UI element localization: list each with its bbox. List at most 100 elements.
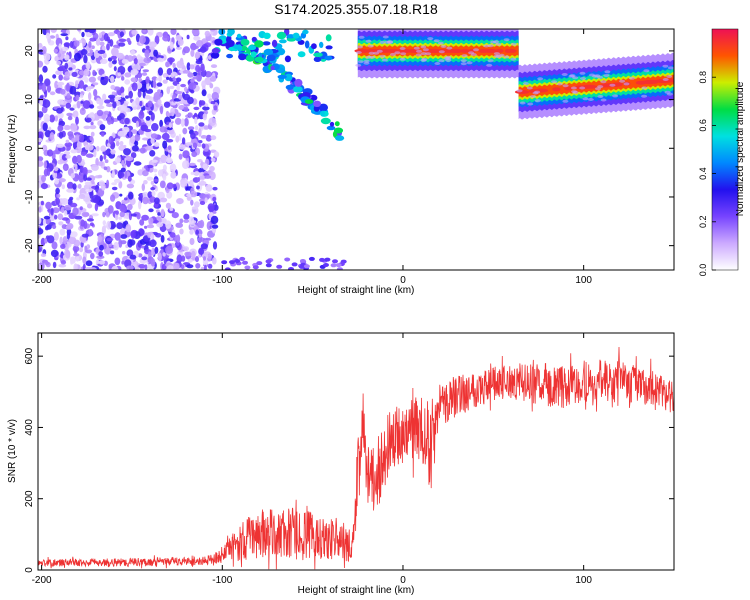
heatmap-cell [150,233,155,240]
heatmap-cell [106,103,114,108]
heatmap-cell [394,51,401,55]
heatmap-cell [110,84,116,90]
heatmap-cell [202,106,210,111]
snr-x-axis-label: Height of straight line (km) [298,585,415,596]
heatmap-cell [43,113,51,123]
heatmap-cell [506,48,517,53]
heatmap-cell [176,60,185,69]
heatmap-cell [183,106,189,112]
heatmap-cell [64,204,72,211]
heatmap-cell [368,51,375,55]
heatmap-cell [197,143,202,147]
heatmap-cell [78,80,85,89]
heatmap-cell [65,249,71,259]
heatmap-cell [302,29,309,35]
heatmap-cell [614,82,623,87]
heatmap-cell [146,224,155,229]
heatmap-cell [90,131,95,137]
heatmap-cell [55,187,60,195]
heatmap-cell [126,37,131,43]
heatmap-cell [194,171,200,177]
heatmap-cell [47,208,51,213]
heatmap-cell [175,222,183,228]
heatmap-cell [76,197,80,201]
heatmap-cell [111,55,117,60]
heatmap-cell [93,148,97,158]
heatmap-cell [199,46,207,53]
heatmap-cell [200,125,204,129]
heatmap-cell [561,73,568,76]
heatmap-cell [74,80,79,89]
heatmap-cell [107,205,114,214]
heatmap-cell [190,132,196,139]
heatmap-cell [263,32,271,39]
heatmap-cell [39,99,43,106]
heatmap-cell [127,203,133,211]
heatmap-cell [80,48,88,56]
heatmap-cell [147,100,153,108]
heatmap-cell [56,107,63,114]
heatmap-cell [619,79,626,83]
heatmap-cell [75,94,80,101]
heatmap-cell [144,95,151,100]
heatmap-cell [365,55,372,59]
heatmap-cell [88,76,96,83]
heatmap-cell [165,245,174,254]
heatmap-cell [400,52,407,56]
heatmap-cell [629,76,635,80]
heatmap-cell [52,74,57,79]
heatmap-cell [72,110,79,118]
heatmap-cell [570,86,577,90]
y-tick-label: 400 [24,419,35,436]
heatmap-cell [170,72,175,79]
heatmap-cell [58,178,66,183]
heatmap-cell [134,134,141,142]
heatmap-cell [254,56,264,63]
heatmap-cell [251,36,257,42]
heatmap-cell [265,259,272,264]
heatmap-cell [83,68,90,77]
heatmap-cell [191,151,198,158]
heatmap-cell [200,243,208,250]
x-tick-label: -100 [212,575,232,586]
heatmap-cell [162,173,167,181]
heatmap-cell [123,144,127,148]
heatmap-cell [320,110,325,117]
heatmap-cell [205,134,212,142]
heatmap-cell [103,154,107,160]
heatmap-cell [166,86,171,95]
heatmap-cell [182,127,188,135]
heatmap-cell [128,211,132,221]
x-tick-label: -200 [32,575,52,586]
heatmap-cell [420,52,427,56]
colorbar-ticks: 0.0 0.2 0.4 0.6 0.8 [698,71,716,276]
heatmap-cell [184,117,189,127]
heatmap-cell [178,105,183,110]
heatmap-cell [41,46,47,55]
heatmap-cell [118,42,126,47]
heatmap-cell [75,134,80,142]
heatmap-cell [114,232,121,241]
heatmap-cell [299,259,306,263]
heatmap-cell [199,201,206,205]
heatmap-cell [603,74,610,77]
heatmap-cell [78,193,86,199]
heatmap-cell [284,257,291,262]
heatmap-cell [93,89,98,97]
heatmap-cell [91,213,99,217]
heatmap-cell [564,86,573,91]
heatmap-cell [188,162,196,167]
heatmap-cell [111,265,119,270]
heatmap-cell [202,163,208,171]
heatmap-cell [130,50,136,55]
heatmap-cell [209,75,217,82]
heatmap-cell [87,218,94,222]
heatmap-cell [115,141,120,147]
heatmap-cell [39,95,44,99]
heatmap-cell [187,72,194,78]
heatmap-y-ticks: -20 -10 0 10 20 [24,45,674,253]
heatmap-cell [134,140,139,147]
heatmap-cell [209,29,216,32]
heatmap-cell [190,49,195,57]
